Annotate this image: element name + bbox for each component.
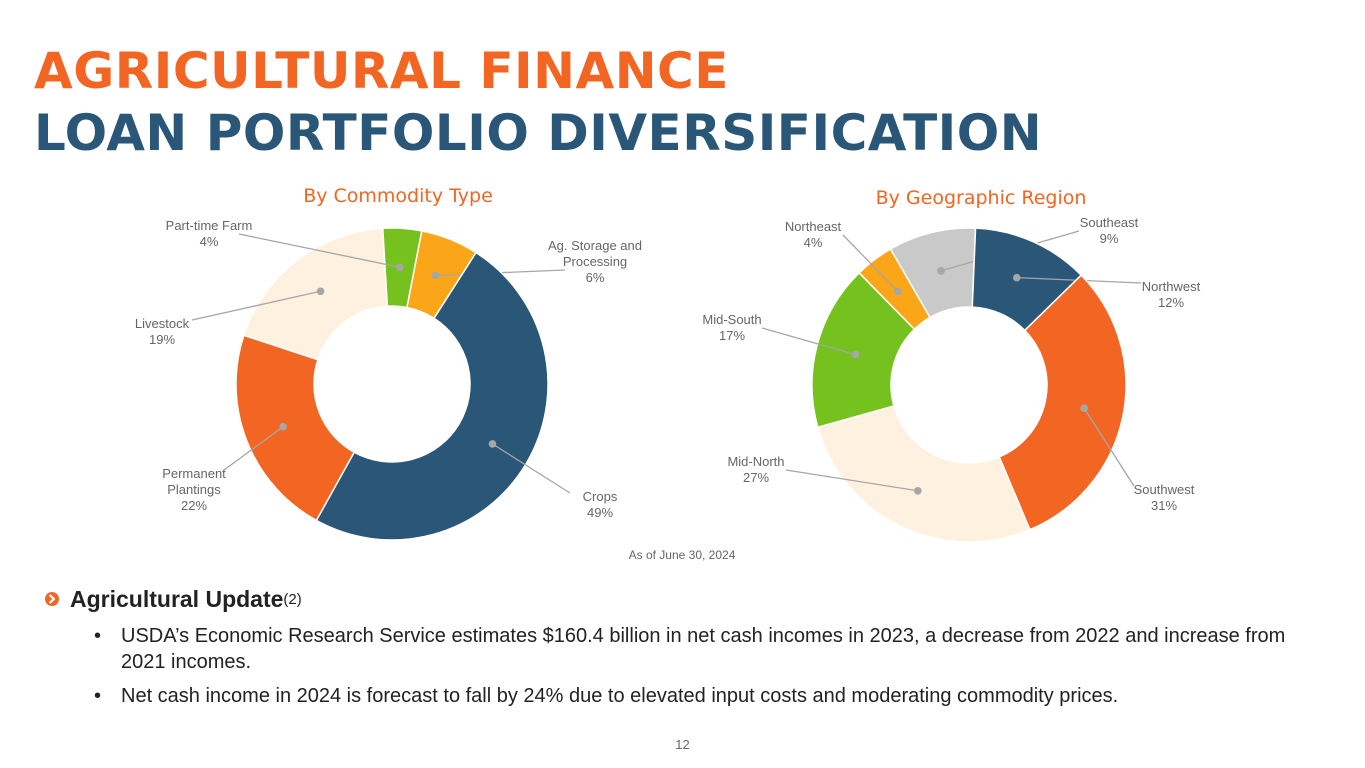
leader-dot — [937, 267, 945, 275]
slice-label-crops: Crops 49% — [583, 489, 618, 520]
circle-arrow-bullet-icon — [44, 586, 70, 613]
slice-mid-north — [816, 405, 1031, 543]
leader-line — [492, 443, 571, 494]
leader-dot — [488, 440, 497, 448]
update-bullet-list: USDA’s Economic Research Service estimat… — [44, 623, 1334, 709]
leader-dot — [279, 422, 287, 431]
slice-label-northeast: Northeast 4% — [785, 219, 842, 250]
slice-label-ag-storage-and-processing: Ag. Storage and Processing 6% — [548, 238, 642, 285]
leader-dot — [1012, 273, 1021, 282]
slice-value: 27% — [743, 470, 769, 485]
slice-label-permanent-plantings: Permanent Plantings 22% — [162, 466, 226, 513]
leader-dot — [851, 350, 860, 359]
leader-dot — [914, 486, 922, 495]
slice-label-livestock: Livestock 19% — [135, 316, 190, 347]
slice-mid-south — [811, 271, 916, 429]
chart-title: By Commodity Type — [303, 185, 493, 207]
update-bullet-item: Net cash income in 2024 is forecast to f… — [94, 683, 1334, 709]
slice-value: 9% — [1100, 231, 1119, 246]
donut-chart-by-commodity-type: By Commodity Type Ag. Storage and Processi… — [135, 185, 642, 541]
slice-label-part-time-farm: Part-time Farm 4% — [166, 218, 253, 249]
donut-charts: By Commodity Type Ag. Storage and Processi… — [135, 185, 1201, 562]
leader-line — [761, 327, 856, 356]
leader-line — [223, 426, 284, 471]
leader-line — [1083, 407, 1135, 487]
leader-dot — [395, 263, 404, 272]
leader-line — [785, 469, 918, 492]
leader-dot — [1080, 404, 1088, 413]
footnote-marker: (2) — [283, 591, 302, 608]
leader-line — [238, 233, 400, 268]
slice-label-mid-north: Mid-North 27% — [727, 454, 784, 485]
agricultural-update-section: Agricultural Update(2) USDA’s Economic R… — [44, 586, 1334, 717]
slice-livestock — [242, 227, 389, 361]
slice-label-southwest: Southwest 31% — [1134, 482, 1195, 513]
slice-value: 17% — [719, 328, 745, 343]
donut-chart-by-geographic-region: By Geographic Region Southeast 9% Northwest… — [702, 187, 1201, 543]
leader-line — [842, 234, 899, 292]
slice-label-southeast: Southeast 9% — [1080, 215, 1139, 246]
leader-dot — [316, 287, 325, 296]
update-bullet-item: USDA’s Economic Research Service estimat… — [94, 623, 1334, 675]
page-title-line-1: AGRICULTURAL FINANCE — [34, 42, 729, 100]
chart-title: By Geographic Region — [876, 187, 1087, 209]
slice-crops — [315, 251, 549, 541]
agricultural-update-heading: Agricultural Update (2) — [44, 586, 1334, 613]
slice-value: 49% — [587, 505, 613, 520]
slice-value: 22% — [181, 498, 207, 513]
slice-value: 19% — [149, 332, 175, 347]
slice-label-northwest: Northwest 12% — [1142, 279, 1201, 310]
page-title-line-2: LOAN PORTFOLIO DIVERSIFICATION — [34, 104, 1043, 162]
leader-dot — [431, 271, 440, 280]
slice-southwest — [998, 274, 1127, 531]
update-heading-text: Agricultural Update — [70, 586, 284, 612]
slice-permanent-plantings — [235, 334, 356, 522]
page-number: 12 — [675, 737, 690, 752]
slice-value: 4% — [200, 234, 219, 249]
slice-value: 12% — [1158, 295, 1184, 310]
slice-value: 4% — [804, 235, 823, 250]
leader-line — [191, 290, 321, 321]
slice-value: 6% — [586, 270, 605, 285]
leader-dot — [894, 287, 902, 296]
slice-label-mid-south: Mid-South 17% — [702, 312, 761, 343]
slice-value: 31% — [1151, 498, 1177, 513]
as-of-date: As of June 30, 2024 — [629, 548, 736, 562]
